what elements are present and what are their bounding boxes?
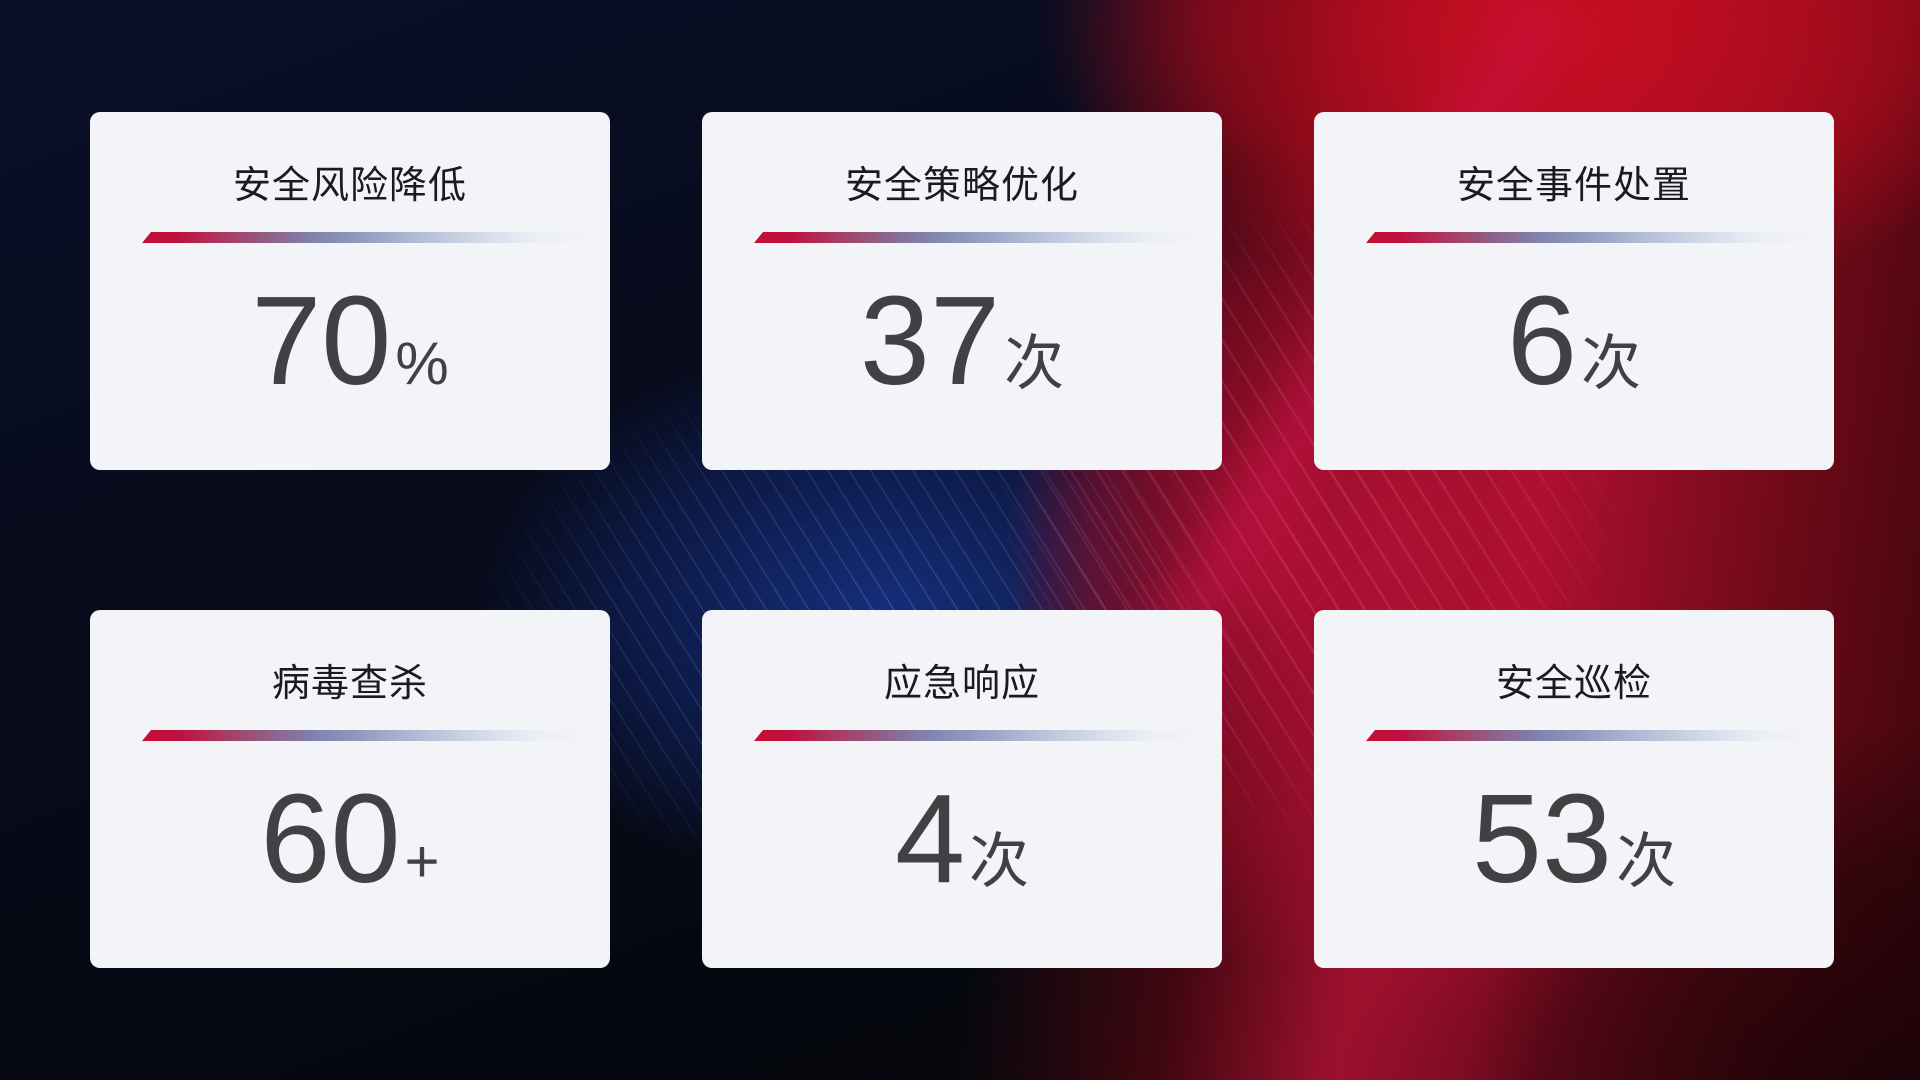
card-divider bbox=[754, 232, 1204, 243]
stat-unit: + bbox=[404, 828, 440, 895]
stat-card-title: 安全事件处置 bbox=[1456, 165, 1691, 207]
stat-card-policy-optimization: 安全策略优化 37 次 bbox=[702, 112, 1222, 470]
stat-card-incident-handling: 安全事件处置 6 次 bbox=[1314, 112, 1834, 470]
stat-card-title: 病毒查杀 bbox=[271, 663, 428, 705]
card-divider bbox=[142, 232, 592, 243]
stat-card-grid: 安全风险降低 70 % 安全策略优化 37 次 安全事件处置 6 次 病毒查 bbox=[90, 112, 1834, 968]
stat-unit: 次 bbox=[1581, 330, 1642, 397]
stat-value-row: 37 次 bbox=[702, 278, 1222, 404]
card-divider bbox=[142, 730, 592, 741]
stat-card-security-inspection: 安全巡检 53 次 bbox=[1314, 610, 1834, 968]
stat-unit: % bbox=[395, 330, 449, 397]
stat-value-row: 53 次 bbox=[1314, 776, 1834, 902]
stat-card-emergency-response: 应急响应 4 次 bbox=[702, 610, 1222, 968]
stat-number: 53 bbox=[1471, 768, 1613, 909]
stat-value-row: 6 次 bbox=[1314, 278, 1834, 404]
stat-unit: 次 bbox=[1616, 828, 1677, 895]
stat-unit: 次 bbox=[969, 828, 1030, 895]
stat-number: 70 bbox=[251, 270, 392, 411]
card-divider bbox=[754, 730, 1204, 741]
stat-value-row: 60 + bbox=[90, 776, 610, 902]
stat-number: 37 bbox=[859, 270, 1001, 411]
stat-unit: 次 bbox=[1004, 330, 1065, 397]
stat-value-row: 4 次 bbox=[702, 776, 1222, 902]
stat-card-title: 安全风险降低 bbox=[232, 165, 467, 207]
card-divider bbox=[1366, 730, 1816, 741]
stat-card-title: 安全策略优化 bbox=[844, 165, 1079, 207]
stat-number: 60 bbox=[260, 768, 401, 909]
stat-card-title: 安全巡检 bbox=[1495, 663, 1652, 705]
stat-number: 6 bbox=[1506, 270, 1578, 411]
stat-card-risk-reduction: 安全风险降低 70 % bbox=[90, 112, 610, 470]
card-divider bbox=[1366, 232, 1816, 243]
stat-value-row: 70 % bbox=[90, 278, 610, 404]
stat-card-virus-scan: 病毒查杀 60 + bbox=[90, 610, 610, 968]
stat-card-title: 应急响应 bbox=[883, 663, 1040, 705]
stat-number: 4 bbox=[894, 768, 966, 909]
